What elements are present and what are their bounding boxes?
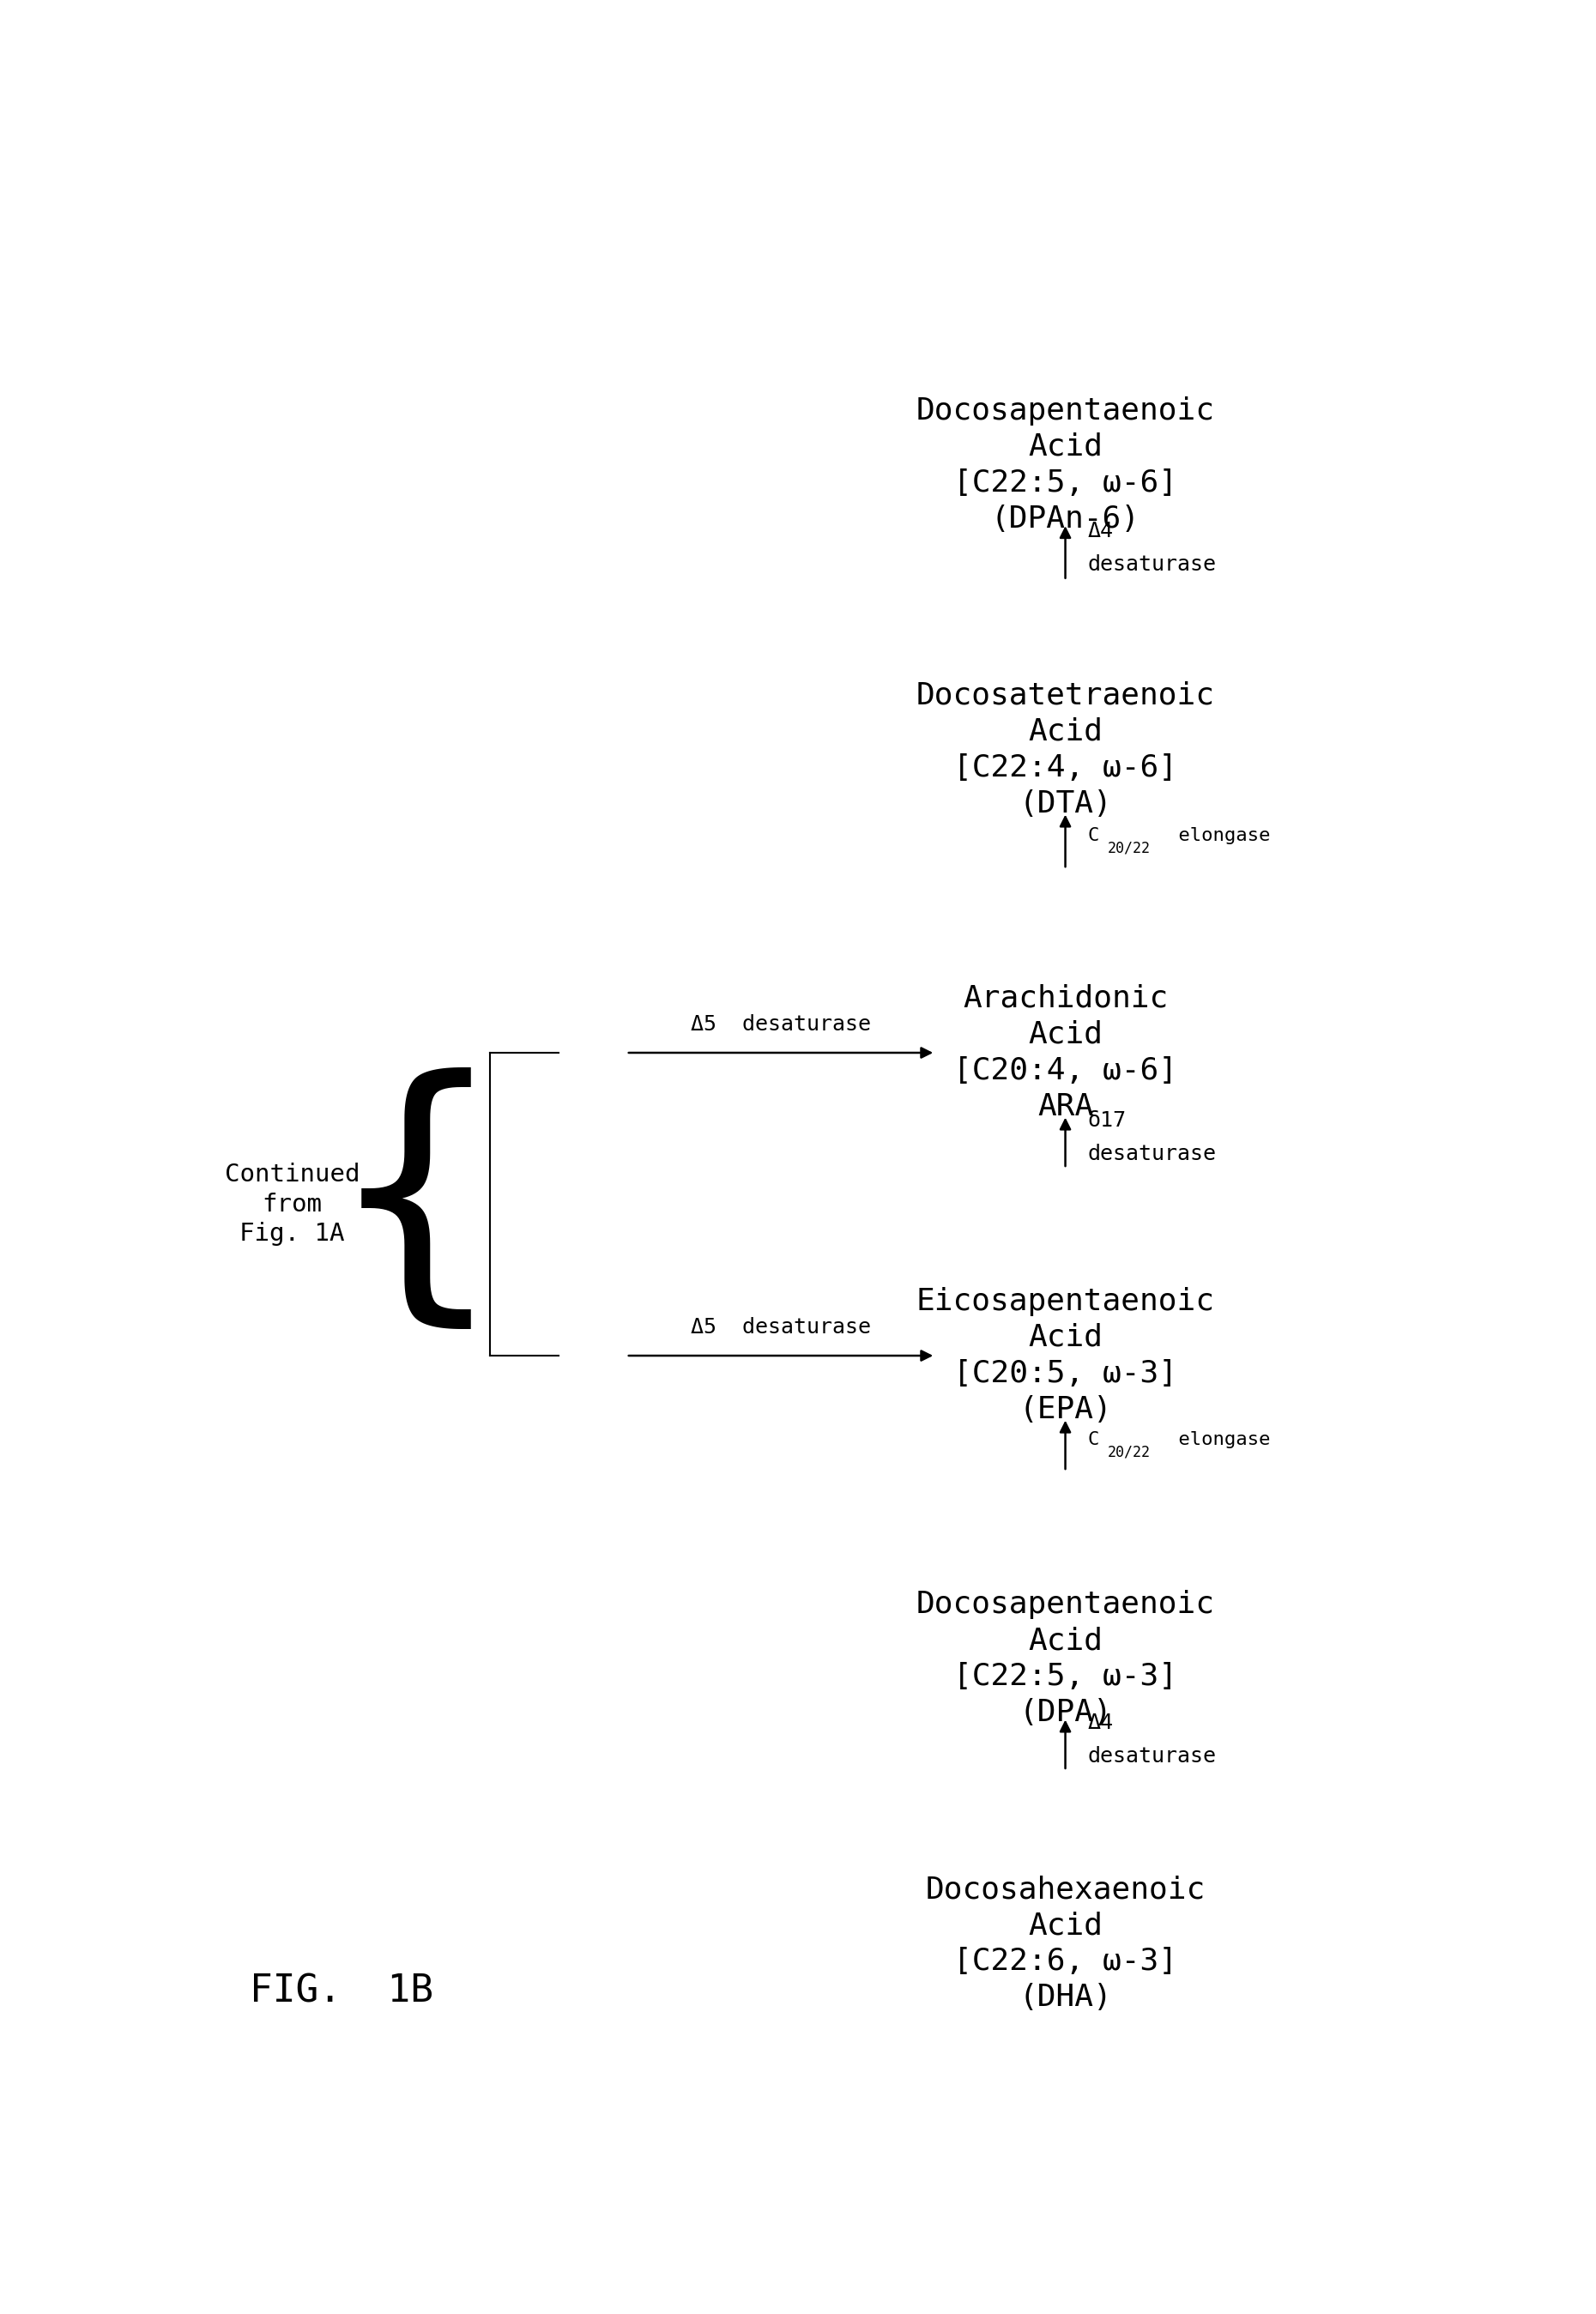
- Text: Docosatetraenoic
Acid
[C22:4, ω-6]
(DTA): Docosatetraenoic Acid [C22:4, ω-6] (DTA): [916, 680, 1215, 819]
- Text: Continued
from
Fig. 1A: Continued from Fig. 1A: [225, 1162, 359, 1245]
- Text: Docosapentaenoic
Acid
[C22:5, ω-6]
(DPAn-6): Docosapentaenoic Acid [C22:5, ω-6] (DPAn…: [916, 396, 1215, 535]
- Text: C: C: [1087, 826, 1100, 845]
- Text: Docosapentaenoic
Acid
[C22:5, ω-3]
(DPA): Docosapentaenoic Acid [C22:5, ω-3] (DPA): [916, 1590, 1215, 1726]
- Text: Docosahexaenoic
Acid
[C22:6, ω-3]
(DHA): Docosahexaenoic Acid [C22:6, ω-3] (DHA): [926, 1874, 1205, 2013]
- Text: 20/22: 20/22: [1108, 840, 1151, 856]
- Text: Δ4: Δ4: [1087, 1712, 1114, 1733]
- Text: elongase: elongase: [1167, 826, 1270, 845]
- Text: desaturase: desaturase: [1087, 1745, 1216, 1766]
- Text: Δ5  desaturase: Δ5 desaturase: [691, 1317, 871, 1337]
- Text: {: {: [326, 1067, 506, 1342]
- Text: elongase: elongase: [1167, 1430, 1270, 1449]
- Text: 20/22: 20/22: [1108, 1444, 1151, 1460]
- Text: FIG.  1B: FIG. 1B: [251, 1972, 434, 2009]
- Text: desaturase: desaturase: [1087, 553, 1216, 574]
- Text: Arachidonic
Acid
[C20:4, ω-6]
ARA: Arachidonic Acid [C20:4, ω-6] ARA: [953, 983, 1178, 1122]
- Text: Δ5  desaturase: Δ5 desaturase: [691, 1014, 871, 1034]
- Text: C: C: [1087, 1430, 1100, 1449]
- Text: Eicosapentaenoic
Acid
[C20:5, ω-3]
(EPA): Eicosapentaenoic Acid [C20:5, ω-3] (EPA): [916, 1287, 1215, 1425]
- Text: δ17: δ17: [1087, 1111, 1127, 1132]
- Text: desaturase: desaturase: [1087, 1143, 1216, 1164]
- Text: Δ4: Δ4: [1087, 521, 1114, 541]
